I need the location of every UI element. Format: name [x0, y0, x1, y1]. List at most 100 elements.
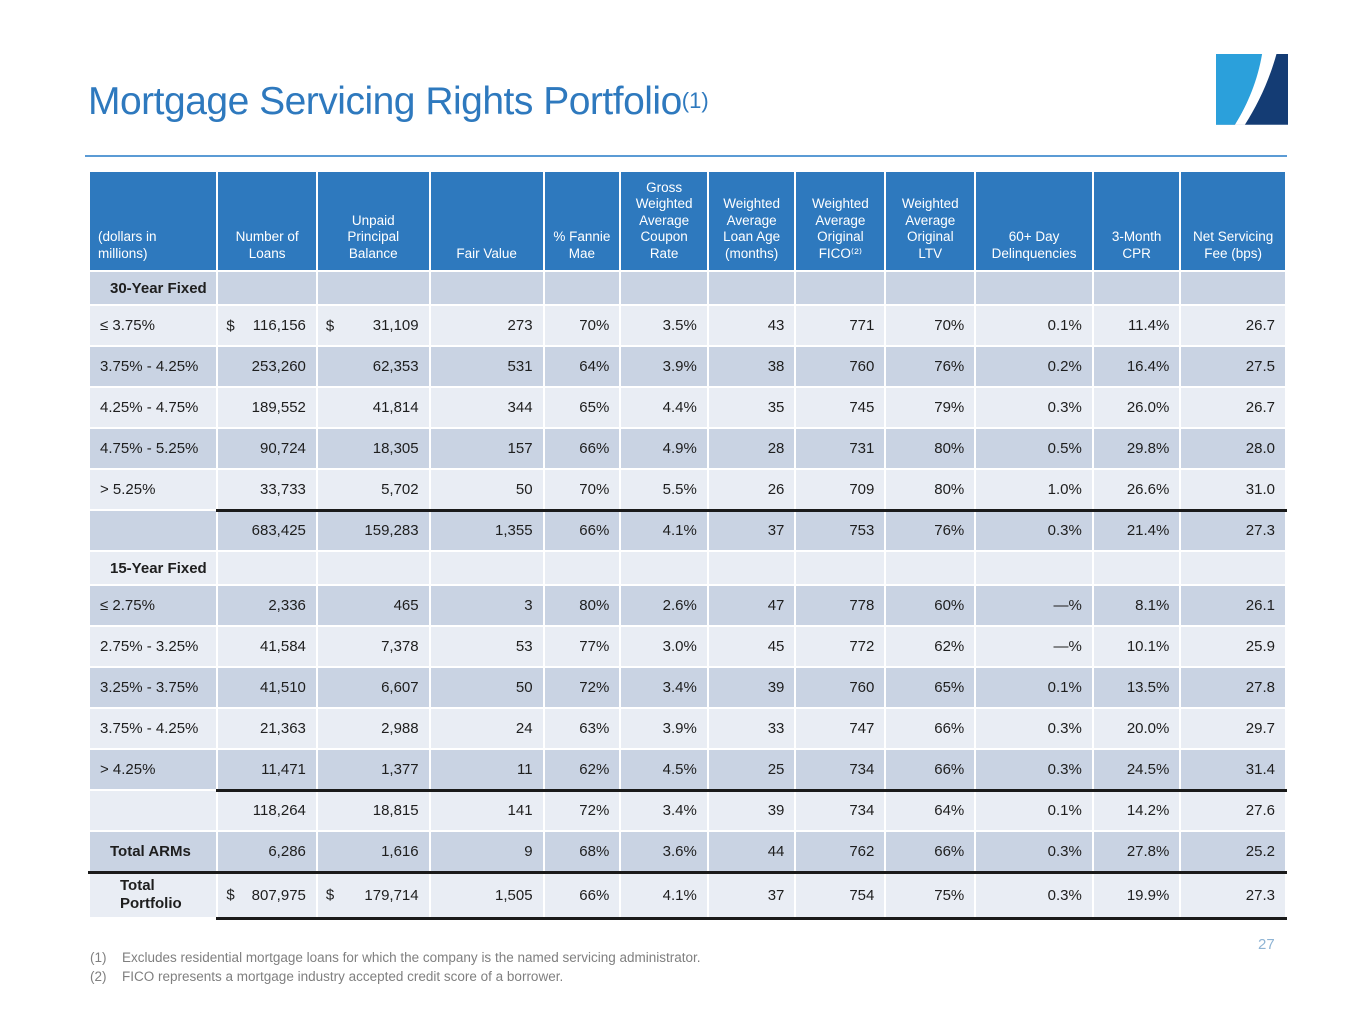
company-logo [1216, 54, 1288, 131]
table-cell: 731 [794, 427, 887, 470]
row-label: > 4.25% [87, 748, 219, 791]
row-label: ≤ 2.75% [87, 584, 219, 627]
column-header: Gross Weighted Average Coupon Rate [619, 170, 709, 272]
table-cell [794, 550, 887, 586]
table-cell: 13.5% [1091, 666, 1182, 709]
row-label: 3.75% - 4.25% [87, 707, 219, 750]
table-cell: 709 [794, 468, 887, 511]
row-label: > 5.25% [87, 468, 219, 511]
table-cell: 0.1% [974, 666, 1094, 709]
table-cell: 70% [542, 468, 622, 511]
column-header: Number of Loans [216, 170, 318, 272]
table-cell: 26.0% [1091, 386, 1182, 429]
table-cell: 745 [794, 386, 887, 429]
table-cell: 1.0% [974, 468, 1094, 511]
row-label: 2.75% - 3.25% [87, 625, 219, 668]
table-cell: 2,336 [216, 584, 318, 627]
logo-swoosh [1234, 54, 1277, 125]
table-row: ≤ 3.75% $116,156 $31,109 273 70% 3.5% 43 771 70%… [87, 304, 1287, 347]
row-label: 4.25% - 4.75% [87, 386, 219, 429]
table-cell: 21.4% [1091, 508, 1182, 552]
table-cell [216, 550, 318, 586]
column-header: Unpaid Principal Balance [315, 170, 431, 272]
cell-value: 807,975 [251, 886, 306, 904]
table-cell: 0.1% [974, 304, 1094, 347]
table-cell: 3.5% [619, 304, 709, 347]
row-label: 4.75% - 5.25% [87, 427, 219, 470]
table-cell: 62% [542, 748, 622, 791]
table-cell: 683,425 [216, 508, 318, 552]
table-cell: 141 [428, 788, 545, 832]
table-cell: 64% [884, 788, 977, 832]
table-cell: 66% [884, 748, 977, 791]
table-cell [974, 550, 1094, 586]
logo-spacer [1216, 124, 1288, 131]
row-label: ≤ 3.75% [87, 304, 219, 347]
table-cell: 26 [706, 468, 797, 511]
table-cell: 760 [794, 345, 887, 388]
table-cell: 39 [706, 788, 797, 832]
column-header: % Fannie Mae [542, 170, 622, 272]
table-row: 4.75% - 5.25% 90,724 18,305 157 66% 4.9% 28 731… [87, 427, 1287, 470]
table-cell: 16.4% [1091, 345, 1182, 388]
table-cell: 45 [706, 625, 797, 668]
table-cell: 25 [706, 748, 797, 791]
row-label [87, 789, 219, 832]
table-cell: 531 [428, 345, 545, 388]
table-cell: 27.6 [1179, 788, 1287, 832]
table-cell: 76% [884, 345, 977, 388]
table-cell: 3.9% [619, 707, 709, 750]
table-cell: $116,156 [216, 304, 318, 347]
table-cell: 4.9% [619, 427, 709, 470]
table-cell: 60% [884, 584, 977, 627]
table-row: 2.75% - 3.25% 41,584 7,378 53 77% 3.0% 45 772 62… [87, 625, 1287, 668]
table-cell: 70% [884, 304, 977, 347]
row-label: 15-Year Fixed [87, 550, 219, 586]
table-cell: 6,607 [315, 666, 431, 709]
table-cell: 1,616 [315, 830, 431, 873]
table-cell: 62% [884, 625, 977, 668]
table-cell: 4.5% [619, 748, 709, 791]
table-body: 30-Year Fixed ≤ 3.75% $116,156 $31,109 273 70… [87, 270, 1287, 920]
table-row: ≤ 2.75% 2,336 465 3 80% 2.6% 47 778 60% —% 8.1% 26.… [87, 584, 1287, 627]
table-cell: 11 [428, 748, 545, 791]
table-cell: 1,355 [428, 508, 545, 552]
table-cell: 90,724 [216, 427, 318, 470]
table-cell: 31.0 [1179, 468, 1287, 511]
table-cell: 734 [794, 748, 887, 791]
row-label: 3.25% - 3.75% [87, 666, 219, 709]
table-row: > 4.25% 11,471 1,377 11 62% 4.5% 25 734 66% 0.3% 2… [87, 748, 1287, 791]
table-cell: 189,552 [216, 386, 318, 429]
table-cell: 1,505 [428, 870, 545, 920]
table-cell: 63% [542, 707, 622, 750]
table-cell: 3.9% [619, 345, 709, 388]
table-cell: 3.0% [619, 625, 709, 668]
table-cell: 0.3% [974, 508, 1094, 552]
table-cell: 0.1% [974, 788, 1094, 832]
table-cell: 1,377 [315, 748, 431, 791]
table-cell: 0.3% [974, 830, 1094, 873]
column-header: 60+ Day Delinquencies [974, 170, 1094, 272]
table-cell: 734 [794, 788, 887, 832]
table-row: 3.25% - 3.75% 41,510 6,607 50 72% 3.4% 39 760 65… [87, 666, 1287, 709]
row-label: Total ARMs [87, 830, 219, 873]
table-cell: 754 [794, 870, 887, 920]
table-cell: 8.1% [1091, 584, 1182, 627]
cell-value: 31,109 [372, 317, 419, 334]
table-cell: 24 [428, 707, 545, 750]
table-cell: 26.1 [1179, 584, 1287, 627]
column-header: Weighted Average Original FICO⁽²⁾ [794, 170, 887, 272]
logo-light-shape [1216, 54, 1263, 125]
table-cell: 27.3 [1179, 508, 1287, 552]
table-cell: 53 [428, 625, 545, 668]
table-cell: 21,363 [216, 707, 318, 750]
footnote-1-text: Excludes residential mortgage loans for … [122, 950, 701, 965]
table-cell: 80% [884, 427, 977, 470]
table-cell: 76% [884, 508, 977, 552]
footnote-2-marker: (2) [90, 969, 107, 984]
table-cell: 5,702 [315, 468, 431, 511]
table-cell: 771 [794, 304, 887, 347]
footnote-1-marker: (1) [90, 950, 107, 965]
table-cell: 27.8 [1179, 666, 1287, 709]
